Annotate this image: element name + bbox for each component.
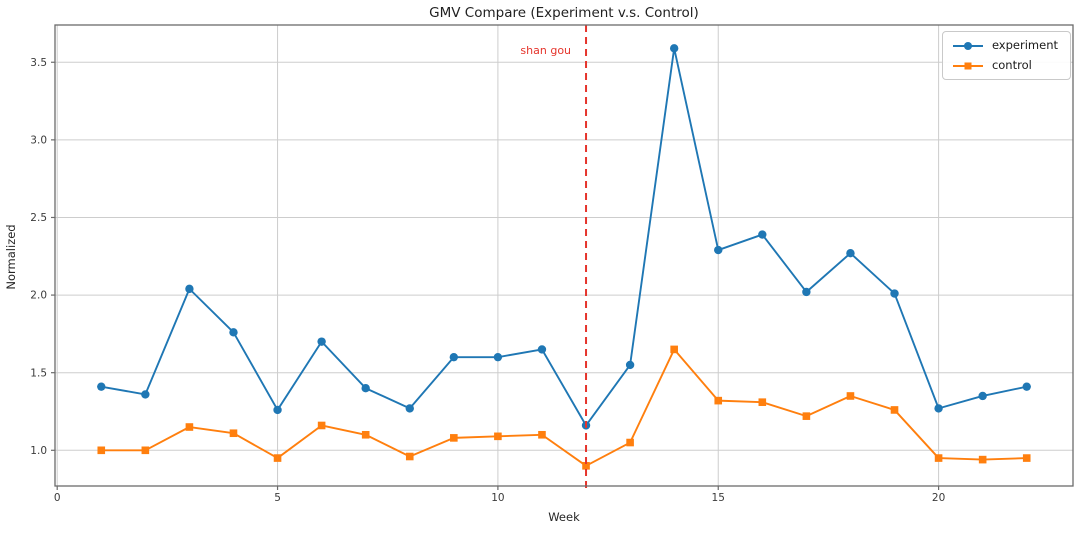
grid-layer [55,25,1073,486]
axes-layer: 0 5 10 15 20 1.0 1.5 2.0 2.5 3.0 3.5 [30,24,1074,504]
data-point-control [361,430,370,439]
data-point-control [846,392,855,400]
data-point-experiment [846,248,855,258]
data-point-control [405,452,414,461]
legend-item-experiment: experiment [952,37,1058,53]
data-point-experiment [758,230,767,239]
data-point-control [582,462,590,470]
data-point-control [317,421,326,430]
data-point-experiment [714,245,723,255]
data-point-control [978,455,987,464]
axes-border [54,24,1074,487]
legend-item-control: control [952,57,1058,73]
data-point-control [494,432,502,441]
data-point-experiment [185,284,194,294]
y-tick-label: 1.5 [30,367,47,379]
series-line-experiment [100,47,1028,427]
legend-label-control: control [991,57,1032,72]
data-point-control [97,446,106,455]
data-point-experiment [625,360,635,370]
legend-label-experiment: experiment [991,37,1058,52]
data-point-control [670,345,678,354]
annotation-text: shan gou [520,44,571,57]
series-line-control [100,348,1028,467]
x-tick-label: 10 [491,492,504,504]
data-point-experiment [229,328,238,337]
x-tick-label: 5 [274,492,281,504]
y-tick-label: 2.5 [30,212,47,224]
data-point-experiment [141,390,150,399]
data-point-experiment [361,384,370,393]
data-point-experiment [978,391,987,401]
data-point-experiment [934,404,943,413]
data-point-control [450,434,458,442]
x-axis-label: Week [548,510,580,524]
data-point-experiment [669,44,679,53]
data-point-experiment [449,352,459,362]
data-point-control [626,438,634,447]
data-point-control [229,429,238,438]
legend: experiment control [941,31,1071,80]
data-point-experiment [273,405,282,415]
data-point-experiment [317,337,326,346]
data-point-experiment [1022,382,1031,391]
data-point-control [890,406,899,414]
control-square-marker-icon [964,62,972,69]
data-point-control [714,396,723,405]
y-tick-label: 2.0 [30,290,47,302]
chart-title: GMV Compare (Experiment v.s. Control) [429,5,699,21]
data-point-experiment [493,352,503,362]
x-tick-label: 0 [54,492,61,504]
control-line-marker-swatch [952,60,983,72]
y-tick-label: 3.0 [30,134,47,146]
data-point-control [934,454,943,462]
data-point-experiment [97,382,106,391]
x-tick-label: 20 [932,492,945,504]
data-point-control [185,423,194,431]
data-point-control [1022,454,1031,462]
data-point-control [141,446,150,455]
data-point-control [758,398,767,406]
data-point-control [538,430,546,439]
data-point-experiment [405,404,414,413]
experiment-circle-marker-icon [963,41,972,50]
experiment-line-marker-swatch [952,40,983,52]
y-axis-label: Normalized [4,224,18,289]
data-point-control [802,412,811,420]
y-tick-label: 3.5 [30,57,47,69]
data-layer [97,44,1031,470]
data-point-control [273,454,282,462]
data-point-experiment [537,345,547,354]
y-tick-label: 1.0 [30,445,47,457]
x-tick-label: 15 [712,492,725,504]
data-point-experiment [890,289,899,298]
data-point-experiment [802,287,811,297]
